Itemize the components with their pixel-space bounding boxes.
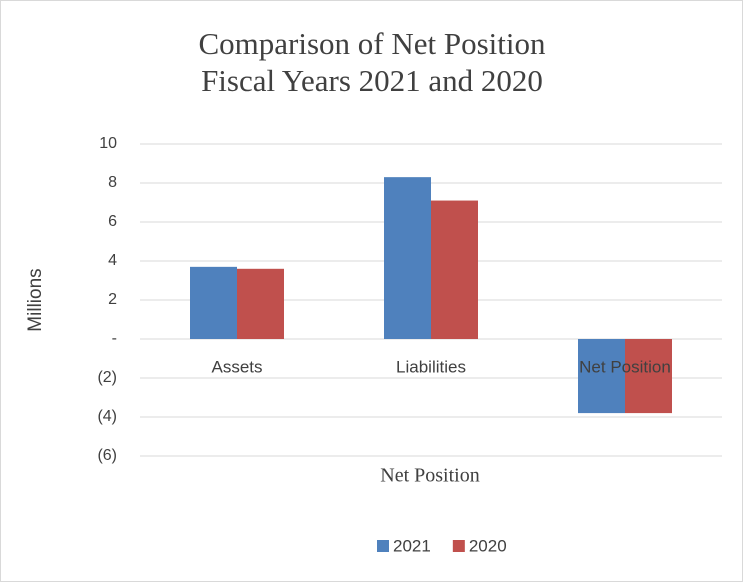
x-tick-label: Liabilities (396, 357, 466, 376)
chart-title: Comparison of Net Position (198, 26, 546, 61)
bar (625, 339, 672, 414)
legend-swatch (452, 540, 465, 552)
y-tick-label: 2 (108, 291, 117, 308)
y-axis-title: Millions (25, 268, 46, 331)
x-axis-title: Net Position (380, 465, 479, 487)
bar (384, 177, 431, 339)
legend-swatch (377, 540, 389, 552)
x-tick-label: Assets (211, 357, 262, 376)
chart-title: Fiscal Years 2021 and 2020 (201, 63, 543, 98)
y-tick-label: 8 (108, 174, 117, 191)
y-tick-label: - (112, 330, 117, 347)
legend-label: 2021 (393, 536, 431, 555)
bar (237, 268, 284, 339)
y-tick-label: 10 (99, 135, 117, 152)
y-tick-label: 6 (108, 213, 117, 230)
bar (190, 266, 237, 339)
x-tick-label: Net Position (579, 357, 671, 376)
y-tick-label: (4) (97, 408, 117, 425)
legend-label: 2020 (469, 536, 507, 555)
bar (431, 200, 478, 339)
y-tick-label: 4 (108, 252, 117, 269)
y-tick-label: (6) (97, 447, 117, 464)
bar (578, 339, 625, 414)
y-tick-label: (2) (97, 369, 117, 386)
